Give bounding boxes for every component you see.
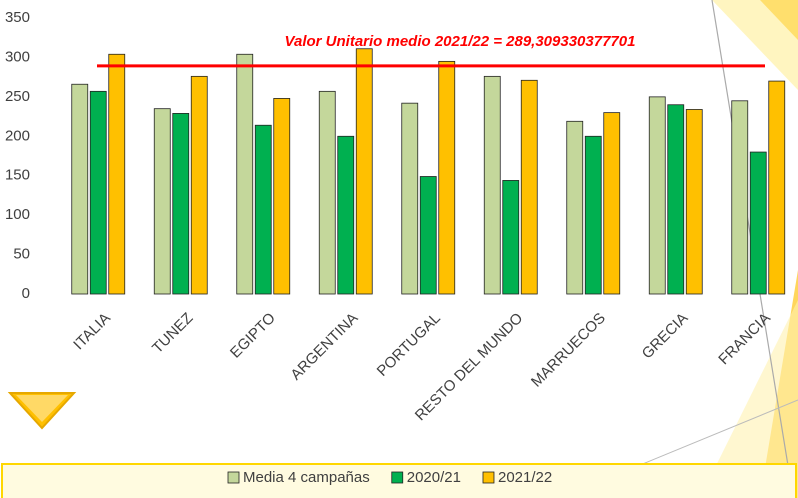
bar [355, 48, 373, 295]
x-tick-label: FRANCIA [715, 310, 774, 369]
bar [648, 96, 666, 295]
x-tick-label: GRECIA [639, 310, 692, 363]
x-tick-label: ARGENTINA [287, 310, 361, 384]
y-tick-label: 50 [13, 246, 30, 263]
bar [108, 53, 126, 295]
y-tick-label: 250 [5, 88, 30, 105]
decoration [700, 300, 798, 498]
x-tick-label: ITALIA [70, 310, 114, 354]
legend-swatch [482, 471, 495, 484]
bar [502, 180, 520, 295]
decoration [712, 0, 798, 90]
bar [254, 124, 272, 295]
bar [172, 113, 190, 295]
x-tick-label: EGIPTO [227, 310, 279, 362]
bar [768, 80, 786, 295]
bar [685, 109, 703, 295]
legend-label: Media 4 campañas [243, 469, 370, 486]
bar [337, 135, 355, 295]
annotation: Valor Unitario medio 2021/22 = 289,30933… [285, 33, 636, 50]
bar [190, 75, 208, 295]
y-tick-label: 300 [5, 48, 30, 65]
bar [71, 83, 89, 295]
legend-label: 2021/22 [498, 469, 552, 486]
bar [731, 100, 749, 295]
bar [236, 53, 254, 295]
bar [318, 90, 336, 295]
bar [667, 104, 685, 295]
bar [520, 79, 538, 295]
y-tick-label: 200 [5, 127, 30, 144]
y-tick-label: 350 [5, 9, 30, 26]
bar [273, 98, 291, 295]
x-tick-label: PORTUGAL [374, 310, 444, 380]
decoration-arrow [16, 395, 68, 422]
bar [584, 135, 602, 295]
bar [566, 120, 584, 295]
legend-swatch [227, 471, 240, 484]
y-tick-label: 100 [5, 206, 30, 223]
bar [438, 60, 456, 295]
decoration [760, 0, 798, 40]
plot: 0 50 100 150 200 250 300 350 ITALIA TUNEZ EGIPTO AR… [5, 9, 786, 486]
bar [401, 102, 419, 295]
x-tick-label: MARRUECOS [528, 310, 609, 391]
bar [89, 90, 107, 295]
bar [419, 176, 437, 295]
legend-swatch [391, 471, 404, 484]
bar [603, 112, 621, 295]
bar [153, 108, 171, 295]
y-tick-label: 0 [22, 285, 30, 302]
y-tick-label: 150 [5, 167, 30, 184]
bar [483, 75, 501, 295]
x-tick-label: TUNEZ [149, 310, 196, 357]
legend-label: 2020/21 [407, 469, 461, 486]
bar [749, 151, 767, 295]
